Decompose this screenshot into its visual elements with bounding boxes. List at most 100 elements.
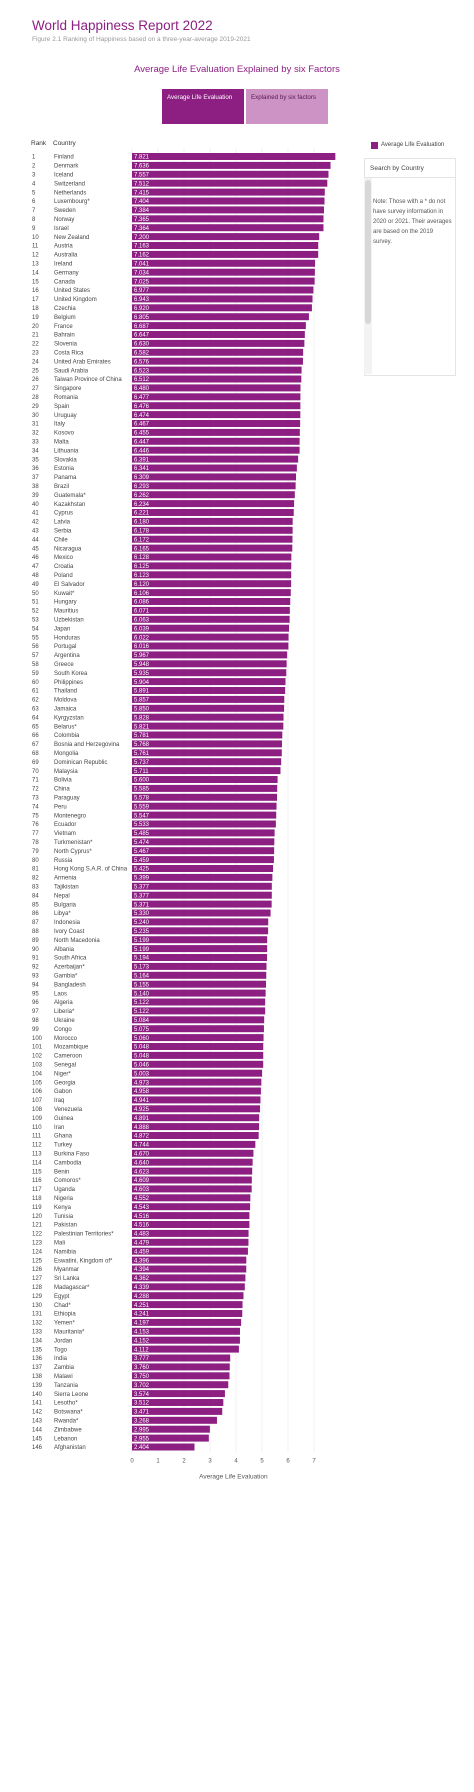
country-label: Mauritius — [54, 609, 78, 615]
rank-label: 111 — [32, 1134, 42, 1140]
rank-label: 132 — [32, 1321, 43, 1327]
country-label: Yemen* — [54, 1321, 75, 1327]
country-label: Hong Kong S.A.R. of China — [54, 867, 128, 873]
country-label: Botswana* — [54, 1410, 83, 1416]
tab-explained-by-six-factors[interactable]: Explained by six factors — [246, 89, 328, 124]
rank-label: 11 — [32, 244, 39, 250]
rank-label: 123 — [32, 1241, 43, 1247]
value-label: 5.737 — [134, 760, 150, 766]
rank-label: 23 — [32, 351, 39, 357]
country-label: Uzbekistan — [54, 618, 84, 624]
value-label: 5.850 — [134, 707, 150, 713]
bar — [132, 500, 295, 508]
value-label: 4.888 — [134, 1125, 150, 1131]
country-label: Bulgaria — [54, 902, 77, 908]
value-label: 5.857 — [134, 698, 150, 704]
country-label: Spain — [54, 404, 69, 410]
rank-label: 100 — [32, 1036, 43, 1042]
country-label: Pakistan — [54, 1223, 77, 1229]
country-label: Sweden — [54, 208, 76, 214]
country-label: Jordan — [54, 1338, 72, 1344]
country-label: Luxembourg* — [54, 199, 90, 205]
x-tick-label: 5 — [260, 1458, 264, 1464]
country-label: Kazakhstan — [54, 502, 85, 508]
country-label: Belarus* — [54, 724, 77, 730]
bar — [132, 259, 316, 267]
value-label: 6.523 — [134, 368, 150, 374]
bar — [132, 1390, 225, 1398]
value-label: 7.636 — [134, 164, 150, 170]
rank-label: 88 — [32, 929, 39, 935]
country-label: United Arab Emirates — [54, 359, 111, 365]
rank-label: 25 — [32, 368, 39, 374]
bar — [132, 562, 292, 570]
country-label: Afghanistan — [54, 1445, 86, 1451]
country-label: Brazil — [54, 484, 69, 490]
value-label: 7.415 — [134, 190, 150, 196]
bar — [132, 268, 315, 276]
rank-label: 76 — [32, 822, 39, 828]
bar — [132, 446, 300, 454]
value-label: 3.268 — [134, 1419, 150, 1425]
country-label: Sierra Leone — [54, 1392, 89, 1398]
value-label: 5.122 — [134, 1009, 150, 1015]
scrollbar-thumb[interactable] — [365, 180, 371, 324]
search-by-country-label[interactable]: Search by Country — [370, 165, 424, 172]
country-label: Libya* — [54, 911, 71, 917]
value-label: 7.025 — [134, 279, 150, 285]
bar — [132, 1016, 265, 1024]
country-label: Saudi Arabia — [54, 368, 89, 374]
rank-label: 44 — [32, 537, 39, 543]
value-label: 6.943 — [134, 297, 150, 303]
bar — [132, 740, 282, 748]
rank-label: 35 — [32, 457, 39, 463]
bar — [132, 348, 304, 356]
bar — [132, 1372, 230, 1380]
rank-label: 67 — [32, 742, 39, 748]
bar — [132, 749, 282, 757]
bar — [132, 1416, 217, 1424]
bar — [132, 526, 293, 534]
rank-label: 81 — [32, 867, 39, 873]
rank-label: 125 — [32, 1258, 43, 1264]
rank-label: 69 — [32, 760, 39, 766]
value-label: 7.162 — [134, 253, 150, 259]
country-label: Honduras — [54, 635, 80, 641]
rank-label: 121 — [32, 1223, 43, 1229]
country-label: Niger* — [54, 1071, 71, 1077]
bar — [132, 1381, 229, 1389]
x-tick-label: 6 — [286, 1458, 290, 1464]
value-label: 2.955 — [134, 1436, 150, 1442]
value-label: 7.365 — [134, 217, 150, 223]
country-label: China — [54, 787, 70, 793]
country-label: Croatia — [54, 564, 74, 570]
bar — [132, 589, 291, 597]
rank-label: 48 — [32, 573, 39, 579]
country-label: Iraq — [54, 1098, 64, 1104]
x-tick-label: 7 — [312, 1458, 316, 1464]
value-label: 7.163 — [134, 244, 150, 250]
bar — [132, 233, 320, 241]
value-label: 4.288 — [134, 1294, 150, 1300]
value-label: 6.576 — [134, 359, 150, 365]
bar — [132, 411, 301, 419]
country-label: Liberia* — [54, 1009, 75, 1015]
rank-label: 58 — [32, 662, 39, 668]
bar — [132, 161, 331, 169]
value-label: 6.125 — [134, 564, 150, 570]
country-label: Kyrgyzstan — [54, 715, 84, 721]
bar — [132, 606, 290, 614]
country-label: Jamaica — [54, 707, 77, 713]
rank-label: 10 — [32, 235, 39, 241]
value-label: 6.016 — [134, 644, 150, 650]
bar — [132, 277, 315, 285]
country-label: Canada — [54, 279, 76, 285]
rank-label: 74 — [32, 804, 39, 810]
country-label: Namibia — [54, 1249, 77, 1255]
value-label: 6.474 — [134, 413, 150, 419]
rank-label: 40 — [32, 502, 39, 508]
value-label: 6.446 — [134, 448, 150, 454]
tab-average-life-evaluation[interactable]: Average Life Evaluation — [162, 89, 244, 124]
country-label: Costa Rica — [54, 351, 84, 357]
rank-label: 87 — [32, 920, 39, 926]
